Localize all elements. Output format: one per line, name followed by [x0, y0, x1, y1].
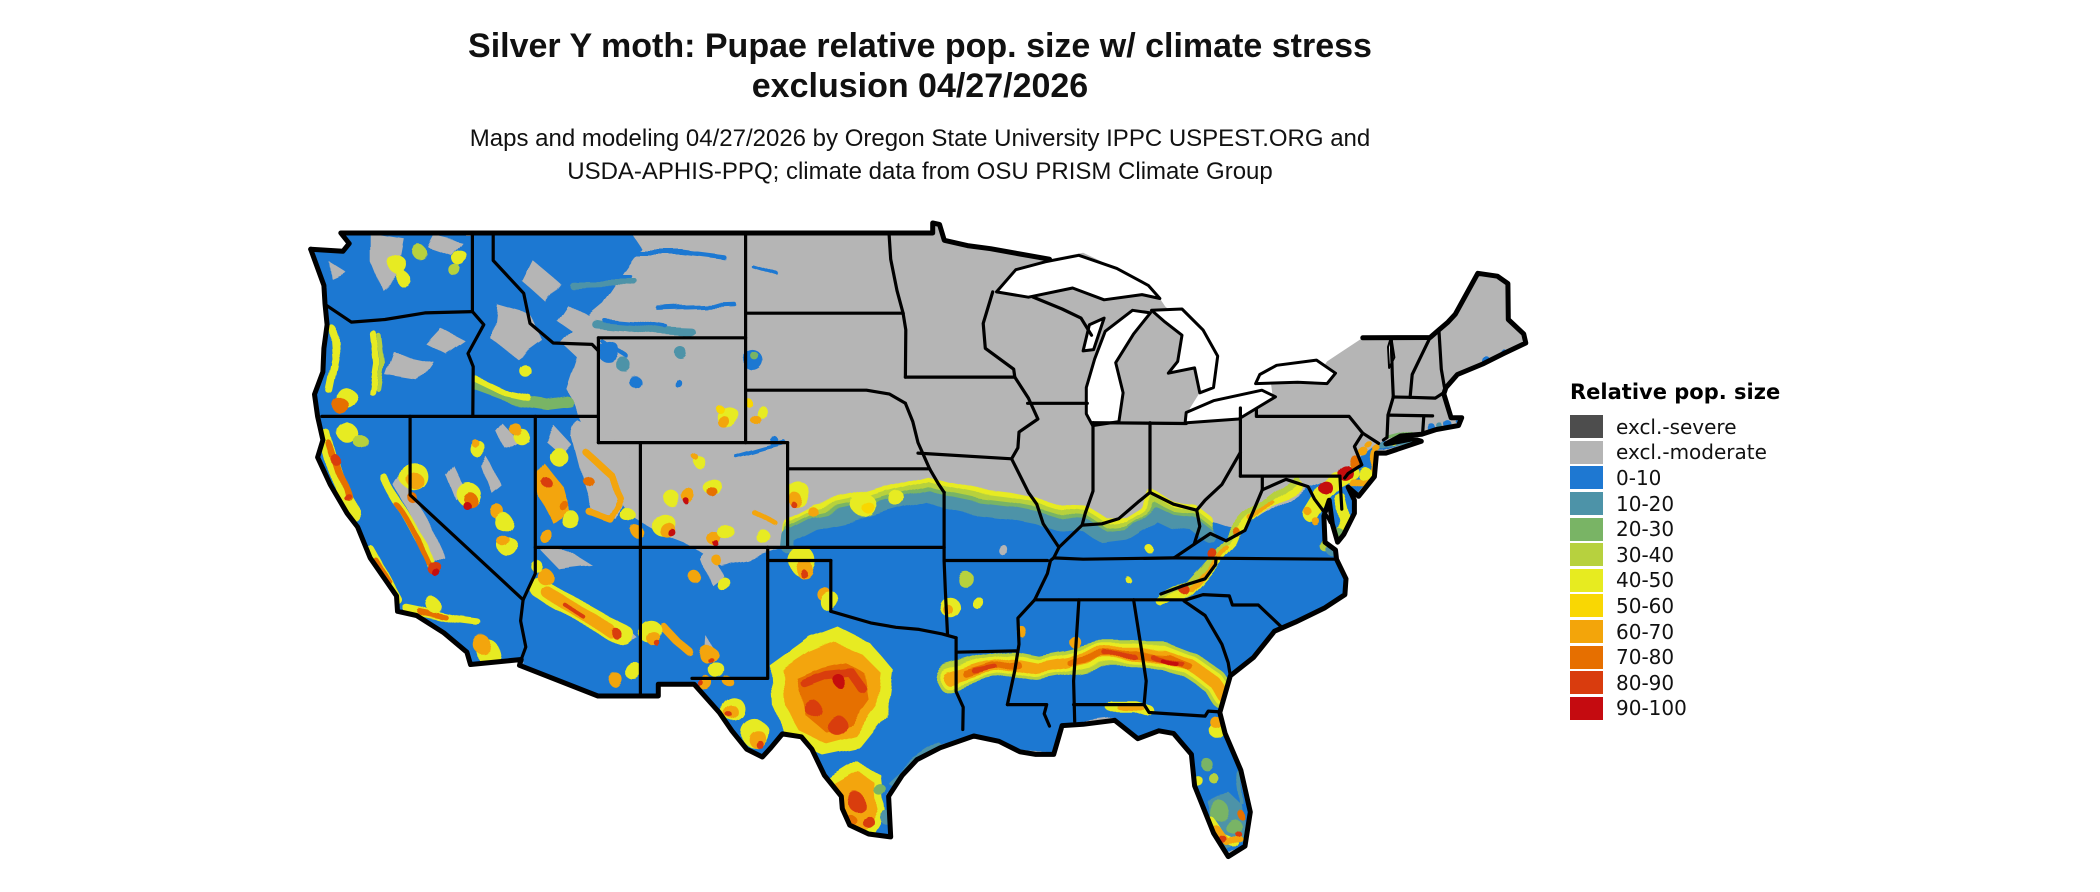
legend-item-label: 80-90 — [1616, 670, 1675, 695]
legend-item-label: 10-20 — [1616, 491, 1675, 516]
map-subtitle: Maps and modeling 04/27/2026 by Oregon S… — [0, 122, 1840, 188]
state-borders — [320, 231, 1446, 732]
legend-title: Relative pop. size — [1570, 380, 1781, 404]
legend-item: 70-80 — [1570, 644, 1780, 670]
legend-item: 20-30 — [1570, 516, 1780, 542]
legend-item-label: 0-10 — [1616, 465, 1662, 490]
legend-swatch — [1570, 620, 1603, 644]
legend-item: 10-20 — [1570, 491, 1780, 517]
map-title-line2: exclusion 04/27/2026 — [751, 67, 1089, 105]
legend-item: excl.-severe — [1570, 414, 1780, 440]
legend-item: 40-50 — [1570, 568, 1780, 594]
legend-item-label: 30-40 — [1616, 542, 1675, 567]
legend-item-label: 70-80 — [1616, 645, 1675, 670]
map-title: Silver Y moth: Pupae relative pop. size … — [0, 26, 1840, 106]
legend-item: 30-40 — [1570, 542, 1780, 568]
legend-swatch — [1570, 440, 1603, 464]
legend-item: 0-10 — [1570, 465, 1780, 491]
legend-swatch — [1570, 517, 1603, 541]
map-subtitle-line2: USDA-APHIS-PPQ; climate data from OSU PR… — [567, 158, 1273, 185]
legend-swatch — [1570, 466, 1603, 490]
legend-item-label: excl.-moderate — [1616, 440, 1767, 465]
legend-item: 50-60 — [1570, 593, 1780, 619]
legend-swatch — [1570, 543, 1603, 567]
legend-item-label: 90-100 — [1616, 696, 1687, 721]
legend-swatch — [1570, 492, 1603, 516]
legend-swatch — [1570, 415, 1603, 439]
legend-item: 60-70 — [1570, 619, 1780, 645]
legend-rows: excl.-severe excl.-moderate 0-10 10-20 20-30… — [1570, 414, 1780, 721]
legend: Relative pop. size excl.-severe excl.-mod… — [1570, 380, 1780, 721]
legend-swatch — [1570, 696, 1603, 720]
legend-item-label: excl.-severe — [1616, 414, 1737, 439]
legend-item-label: 60-70 — [1616, 619, 1675, 644]
legend-item: excl.-moderate — [1570, 440, 1780, 466]
legend-swatch — [1570, 594, 1603, 618]
national-outline — [308, 220, 1529, 860]
legend-item-label: 50-60 — [1616, 593, 1675, 618]
map-title-line1: Silver Y moth: Pupae relative pop. size … — [468, 27, 1372, 65]
legend-item-label: 40-50 — [1616, 568, 1675, 593]
legend-item-label: 20-30 — [1616, 517, 1675, 542]
map-subtitle-line1: Maps and modeling 04/27/2026 by Oregon S… — [469, 125, 1371, 152]
great-lakes — [995, 253, 1396, 428]
legend-swatch — [1570, 568, 1603, 592]
legend-swatch — [1570, 671, 1603, 695]
legend-item: 80-90 — [1570, 670, 1780, 696]
legend-item: 90-100 — [1570, 696, 1780, 722]
legend-swatch — [1570, 645, 1603, 669]
